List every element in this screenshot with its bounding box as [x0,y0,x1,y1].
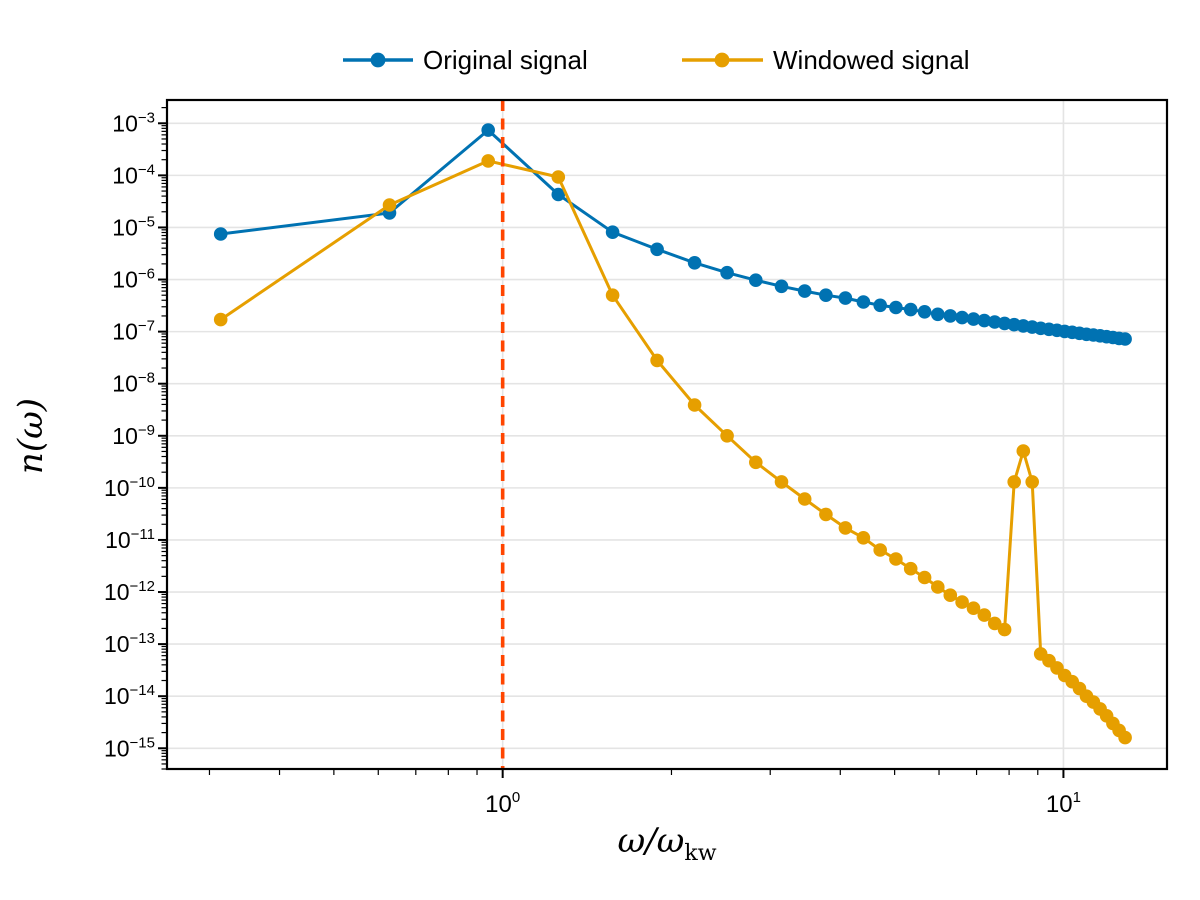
y-tick-label: 10−7 [112,318,155,345]
data-point-marker [931,580,945,594]
y-tick-label: 10−12 [104,578,155,605]
y-tick-label: 10−3 [112,109,155,136]
data-point-marker [650,353,664,368]
data-point-marker [943,309,958,323]
y-tick-label: 10−13 [104,630,155,657]
data-point-marker [966,312,981,326]
data-point-marker [774,475,789,489]
y-tick-label: 10−11 [105,526,155,553]
y-tick-label: 10−10 [104,474,155,501]
data-point-marker [551,187,566,202]
x-axis-label: ω/ωkw [617,821,716,866]
data-point-marker [605,225,620,239]
data-point-marker [481,154,496,168]
legend: Original signal Windowed signal [343,45,970,75]
data-point-marker [1118,730,1132,745]
data-point-marker [774,279,789,294]
data-point-marker [943,588,958,602]
legend-entry-windowed-signal: Windowed signal [682,45,970,75]
data-point-marker [1016,444,1031,458]
plot-background [167,100,1167,769]
data-point-marker [687,398,702,412]
legend-label: Windowed signal [773,45,970,75]
y-tick-label: 10−9 [112,422,155,449]
y-tick-label: 10−14 [104,682,155,709]
y-tick-label: 10−15 [104,734,155,761]
data-point-marker [838,521,853,535]
data-point-marker [917,570,932,585]
data-point-marker [819,288,833,303]
data-point-marker [873,543,887,557]
data-point-marker [819,507,833,522]
data-point-marker [838,291,853,305]
data-point-marker [650,242,664,257]
data-point-marker [955,595,969,609]
x-tick-labels: 100 101 [485,789,1081,818]
data-point-marker [987,315,1002,329]
legend-marker-dot [370,52,386,68]
data-point-marker [687,255,702,270]
data-point-marker [977,313,992,328]
data-point-marker [917,305,932,319]
data-point-marker [997,622,1012,637]
data-point-marker [903,561,918,576]
y-tick-label: 10−6 [112,266,155,293]
y-tick-label: 10−8 [112,370,155,397]
data-point-marker [749,455,763,470]
legend-entry-original-signal: Original signal [343,45,588,75]
data-point-marker [797,492,812,506]
data-point-marker [605,288,620,303]
data-point-marker [955,310,969,325]
data-point-marker [1118,332,1132,346]
data-point-marker [977,608,992,622]
axis-ticks [158,107,1065,778]
x-tick-label: 100 [485,789,520,818]
y-axis-label: n(ω) [11,398,51,474]
data-point-marker [873,298,887,313]
data-point-marker [903,302,918,317]
y-tick-label: 10−4 [112,161,155,188]
data-point-marker [720,265,734,280]
legend-label: Original signal [423,45,588,75]
data-point-marker [749,273,763,288]
data-point-marker [1007,475,1021,489]
data-point-marker [382,198,397,212]
data-point-marker [889,552,903,566]
data-point-marker [481,123,496,137]
data-point-marker [797,284,812,298]
y-tick-label: 10−5 [112,213,155,240]
plot-border [165,98,1169,771]
data-point-marker [856,531,871,545]
series-original-signal [213,123,1132,346]
data-point-marker [966,601,981,615]
y-tick-labels: 10−3 10−4 10−5 10−6 10−7 10−8 10−9 10−10 10−11 10… [104,109,155,761]
x-tick-label: 101 [1046,789,1081,818]
legend-marker-dot [714,52,730,68]
gridlines [167,100,1167,769]
series-windowed-signal [213,154,1132,745]
data-point-marker [720,429,734,443]
data-point-marker [889,300,903,315]
data-point-marker [856,295,871,309]
data-point-marker [213,227,228,241]
data-point-marker [213,312,228,327]
data-point-marker [931,307,945,322]
data-point-marker [1025,475,1039,489]
data-point-marker [987,616,1002,631]
data-point-marker [551,170,566,184]
